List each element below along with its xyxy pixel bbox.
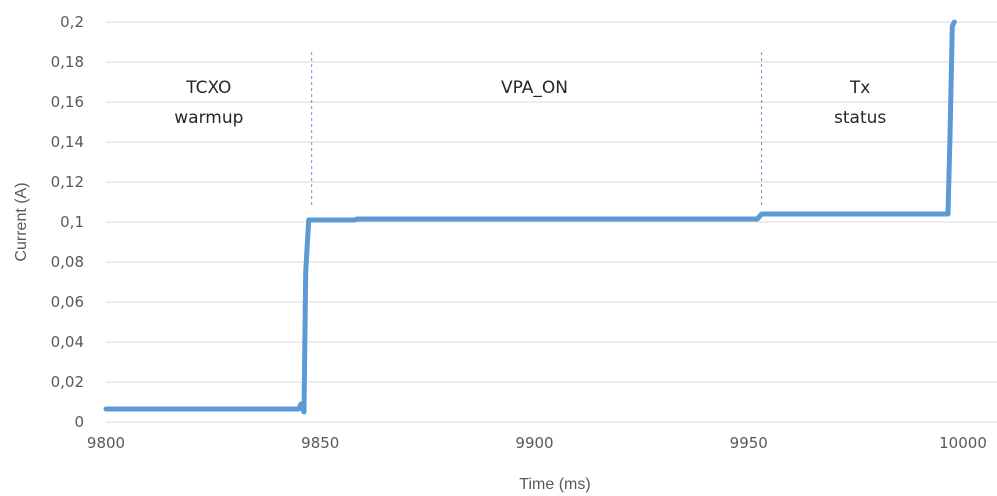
x-tick-label: 10000 bbox=[939, 434, 987, 452]
phase-dividers bbox=[311, 52, 763, 206]
x-tick-label: 9800 bbox=[87, 434, 125, 452]
x-tick-label: 9900 bbox=[515, 434, 553, 452]
phase-annotation-label: status bbox=[834, 108, 886, 128]
gridlines bbox=[106, 21, 997, 423]
y-tick-label: 0,08 bbox=[51, 253, 84, 271]
x-tick-label: 9850 bbox=[301, 434, 339, 452]
x-axis-title: Time (ms) bbox=[519, 476, 590, 493]
x-tick-label: 9950 bbox=[730, 434, 768, 452]
y-tick-label: 0,04 bbox=[51, 333, 84, 351]
x-axis-ticks: 9800 9850 9900 9950 10000 bbox=[87, 434, 987, 452]
y-axis-title: Current (A) bbox=[13, 182, 30, 261]
series-group bbox=[103, 19, 957, 415]
y-tick-label: 0,14 bbox=[51, 133, 84, 151]
series-line bbox=[103, 19, 957, 415]
y-tick-label: 0,16 bbox=[51, 93, 84, 111]
phase-annotation-label: warmup bbox=[174, 108, 243, 128]
y-tick-label: 0,02 bbox=[51, 373, 84, 391]
y-axis-ticks: 0 0,02 0,04 0,06 0,08 0,1 0,12 0,14 0,16 0,18 0,2 bbox=[51, 13, 84, 431]
y-tick-label: 0,18 bbox=[51, 53, 84, 71]
y-tick-label: 0,1 bbox=[60, 213, 84, 231]
y-tick-label: 0,12 bbox=[51, 173, 84, 191]
phase-annotation-label: TCXO bbox=[185, 78, 231, 98]
phase-annotation-label: VPA_ON bbox=[501, 78, 568, 98]
y-tick-label: 0,2 bbox=[60, 13, 84, 31]
phase-annotation-label: Tx bbox=[849, 78, 870, 98]
phase-annotations: TCXO warmup VPA_ON Tx status bbox=[174, 78, 886, 128]
y-tick-label: 0 bbox=[74, 413, 84, 431]
y-tick-label: 0,06 bbox=[51, 293, 84, 311]
